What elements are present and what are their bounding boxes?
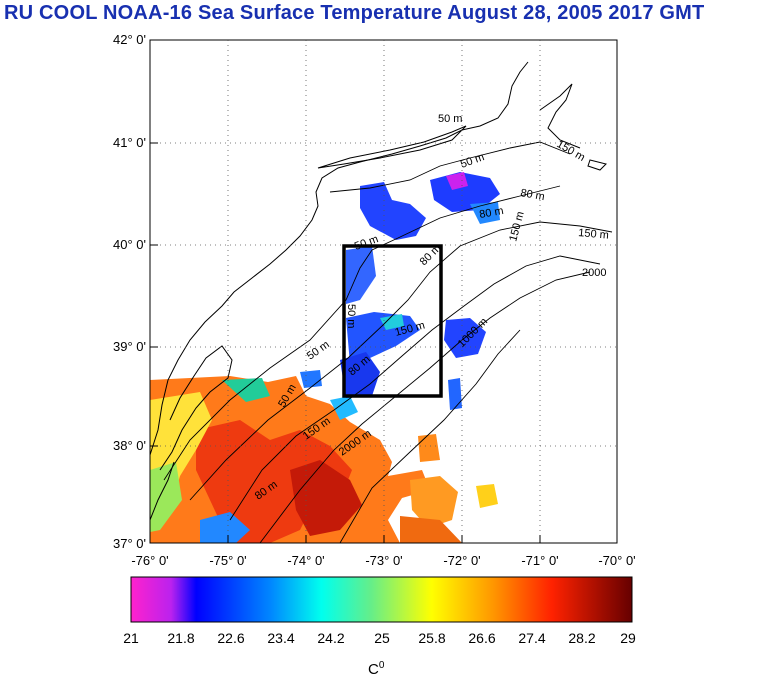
contour-2000m: [259, 271, 591, 543]
sst-warm-region: [400, 516, 462, 543]
contour-label: 80 m: [478, 205, 504, 221]
study-area-box[interactable]: [342, 244, 443, 398]
colorbar-tick: 21.8: [167, 630, 195, 646]
delmarva: [159, 345, 233, 471]
colorbar-tick: 24.2: [317, 630, 345, 646]
contour-150m: [229, 255, 601, 521]
contour-label: 150 m: [507, 210, 527, 243]
unit-superscript: 0: [378, 660, 385, 671]
lat-label: 39° 0': [113, 339, 146, 354]
lon-label: -70° 0': [598, 553, 635, 568]
colorbar: [130, 576, 633, 623]
sst-patches: [150, 172, 500, 543]
sst-cold-region: [430, 172, 500, 212]
sst-cool-coast: [222, 378, 270, 402]
sst-warm-region: [476, 484, 498, 508]
lat-label: 42° 0': [113, 32, 146, 47]
lat-label: 38° 0': [113, 438, 146, 453]
lon-label: -71° 0': [521, 553, 558, 568]
lon-label: -73° 0': [365, 553, 402, 568]
sst-cool-coast: [200, 512, 250, 543]
contour-1000m: [339, 329, 521, 543]
contour-label: 80 m: [519, 187, 545, 203]
axis-ticks: [149, 39, 618, 544]
lat-label: 41° 0': [113, 135, 146, 150]
lon-label: -76° 0': [131, 553, 168, 568]
sst-hot-core: [290, 460, 362, 536]
colorbar-tick: 29: [620, 630, 636, 646]
lon-label: -74° 0': [287, 553, 324, 568]
contour-50m: [163, 185, 561, 481]
sst-cold-region: [360, 182, 426, 240]
sst-cold-region: [346, 246, 376, 304]
latitude-labels: 42° 0' 41° 0' 40° 0' 39° 0' 38° 0' 37° 0…: [113, 32, 146, 551]
lon-label: -72° 0': [443, 553, 480, 568]
colorbar-tick: 21: [123, 630, 139, 646]
sst-warm-region: [418, 434, 440, 462]
nantucket: [587, 159, 607, 171]
bathymetry-contours: [163, 141, 613, 543]
colorbar-tick: 26.6: [468, 630, 496, 646]
colorbar-tick: 27.4: [518, 630, 546, 646]
lat-label: 37° 0': [113, 536, 146, 551]
contour-label: 150 m: [578, 227, 610, 242]
lat-label: 40° 0': [113, 237, 146, 252]
sst-cold-region: [380, 314, 404, 330]
map-title: RU COOL NOAA-16 Sea Surface Temperature …: [4, 2, 705, 24]
sst-cool-coast: [330, 396, 358, 420]
lon-label: -75° 0': [209, 553, 246, 568]
contour-label: 50 m: [459, 151, 486, 171]
colorbar-tick: 28.2: [568, 630, 596, 646]
colorbar-tick: 25.8: [418, 630, 446, 646]
colorbar-tick: 25: [374, 630, 390, 646]
contour-80m: [189, 221, 613, 501]
contour-label: 50 m: [345, 304, 357, 328]
longitude-labels: -76° 0' -75° 0' -74° 0' -73° 0' -72° 0' …: [131, 553, 635, 568]
contour-label: 2000: [582, 267, 606, 279]
contour-label: 150 m: [555, 138, 587, 164]
sst-cold-region: [448, 378, 462, 410]
sst-cold-region: [470, 202, 500, 224]
contour-label: 50 m: [438, 113, 462, 125]
unit-label: C: [368, 661, 379, 678]
contour-label: 50 m: [305, 339, 332, 363]
sst-cold-region: [300, 370, 322, 388]
colorbar-unit: C0: [368, 660, 384, 678]
colorbar-tick: 23.4: [267, 630, 295, 646]
sst-cold-region: [340, 352, 380, 398]
chesapeake: [150, 461, 175, 521]
sst-cold-region: [446, 172, 468, 190]
sst-cool-coast: [150, 462, 182, 532]
sst-warm-region: [410, 476, 458, 528]
colorbar-tick: 22.6: [217, 630, 245, 646]
cape-cod: [539, 83, 581, 149]
long-island: [317, 125, 467, 169]
